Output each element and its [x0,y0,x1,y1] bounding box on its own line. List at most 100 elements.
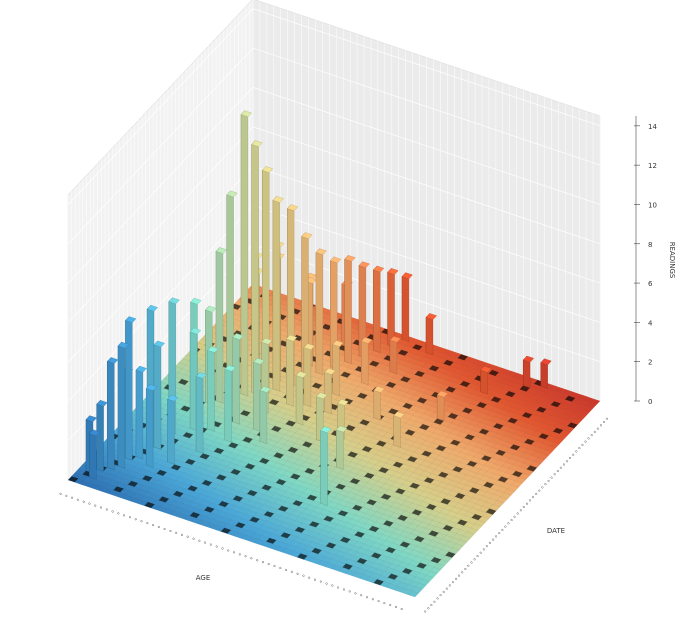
bar-face-top [262,166,274,173]
y-tick-label: o [460,570,464,574]
bar-face-top [167,394,179,402]
bar [232,333,244,425]
y-tick-label: o [543,482,547,486]
y-tick-label: o [503,524,507,528]
bar-face-front [393,415,401,448]
y-tick-label: o [590,433,594,437]
y-tick-label: o [519,508,523,512]
bar-face-top [135,365,147,373]
x-tick-label: o [301,573,305,578]
grid-line-z [67,8,601,206]
grid-line-z [67,126,601,324]
y-tick-label: o [596,426,600,430]
x-tick-label: o [290,570,294,575]
bar-face-top [301,232,313,239]
x-tick-label: o [307,575,311,580]
bar [315,248,327,375]
bar-face-top [286,334,298,342]
bar-face-top [315,248,327,255]
bar [215,247,227,404]
bar [125,316,137,461]
x-tick-label: o [249,556,253,561]
y-tick-label: o [438,593,442,597]
bar-face-front [207,350,215,432]
bar-face-top [373,265,385,273]
bar-face-front [286,338,294,407]
bar-face-front [117,345,126,469]
y-tick-label: o [432,599,436,603]
bar-face-top [190,297,202,305]
bar [259,386,271,444]
x-tick-label: o [255,558,259,563]
bar [358,261,370,359]
y-tick-label: o [426,606,430,610]
bar-face-top [387,268,399,275]
bar-face-top [393,411,405,419]
bar-face-top [480,366,492,373]
x-tick-label: o [400,607,404,612]
x-tick-label: o [93,503,97,508]
bar-face-top [272,196,284,203]
y-tick-label: o [488,541,492,545]
bar [393,411,405,448]
x-tick-label: o [336,585,340,590]
y-tick-label: o [475,554,479,558]
z-tick-label: 0 [648,398,652,406]
x-tick-label: o [191,536,195,541]
bar [262,166,274,394]
y-tick-label: o [448,583,452,587]
bar-face-front [153,344,162,450]
bar-face-front [146,388,154,468]
floor-cell [589,398,601,406]
y-tick-label: o [562,462,566,466]
bar-face-top [107,357,119,364]
bar [226,190,238,402]
x-tick-label: o [209,542,213,547]
bar [389,335,401,375]
bar [373,385,385,421]
y-tick-label: o [559,466,563,470]
bar [332,340,344,397]
x-tick-label: o [168,529,172,534]
y-tick-label: o [435,596,439,600]
y-tick-label: o [442,590,446,594]
bar-face-top [153,340,165,348]
x-tick-label: o [111,509,115,514]
bar-face-front [89,433,97,480]
bar-face-front [324,371,332,415]
grid-lines [67,0,601,481]
y-tick-label: o [534,492,538,496]
y-tick-label: o [512,515,516,519]
bar-face-top [320,426,332,433]
x-tick-label: o [377,599,381,604]
bar-face-front [373,389,381,421]
x-tick-label: o [186,534,190,539]
bar-face-front [253,361,261,432]
bar-face-top [89,429,101,437]
bar-face-top [85,415,97,422]
bar [145,384,158,468]
y-tick-label: o [451,580,455,584]
y-tick-label: o [583,439,587,443]
bar-face-top [224,365,236,372]
bar [207,346,219,432]
x-tick-label: o [215,544,219,549]
bar-face-front [295,375,304,426]
bar-face-top [145,384,158,391]
z-tick-label: 10 [648,201,657,209]
bar-face-top [96,400,108,407]
y-tick-label: o [537,488,541,492]
x-tick-label: o [342,587,346,592]
x-tick-label: o [134,517,138,522]
bar-face-top [125,316,137,323]
y-tick-label: o [479,550,483,554]
bar [320,426,332,506]
bar-face-top [189,327,202,335]
y-tick-label: o [593,430,597,434]
bars [85,110,552,506]
y-tick-label: o [571,452,575,456]
x-tick-label: o [87,501,91,506]
x-tick-label: o [313,577,317,582]
x-tick-label: o [116,511,120,516]
